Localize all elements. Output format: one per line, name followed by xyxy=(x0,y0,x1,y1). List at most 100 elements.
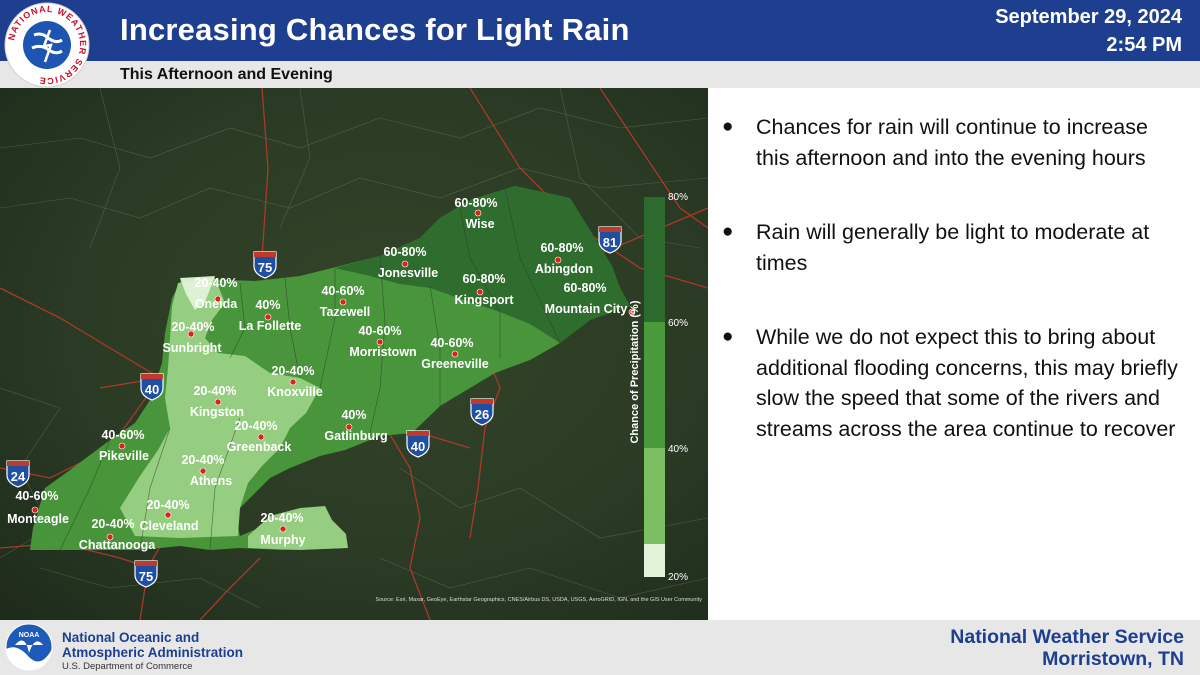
svg-text:Sunbright: Sunbright xyxy=(162,341,222,355)
bullet-item: ● While we do not expect this to bring a… xyxy=(722,322,1184,444)
svg-text:Chattanooga: Chattanooga xyxy=(79,538,156,552)
svg-text:60-80%: 60-80% xyxy=(454,196,497,210)
svg-text:40: 40 xyxy=(411,439,425,454)
bullet-marker: ● xyxy=(722,326,734,347)
svg-text:NOAA: NOAA xyxy=(19,632,40,639)
location-mountain-city: 60-80% Mountain City xyxy=(545,281,636,316)
location-kingston: 20-40% Kingston xyxy=(190,384,244,419)
svg-text:Oneida: Oneida xyxy=(195,297,238,311)
location-greeneville: 40-60% Greeneville xyxy=(421,336,488,371)
legend-tick-20: 20% xyxy=(668,572,688,583)
location-murphy: 20-40% Murphy xyxy=(260,511,305,547)
legend-bin-below-20 xyxy=(644,544,665,577)
svg-text:40-60%: 40-60% xyxy=(101,428,144,442)
svg-text:20-40%: 20-40% xyxy=(271,364,314,378)
noaa-logo: NOAA xyxy=(5,623,53,671)
location-gatlinburg: 40% Gatlinburg xyxy=(324,408,387,443)
svg-text:Gatlinburg: Gatlinburg xyxy=(324,429,387,443)
noaa-department: U.S. Department of Commerce xyxy=(62,661,193,672)
svg-text:75: 75 xyxy=(258,260,272,275)
legend-bin-20-40 xyxy=(644,448,665,544)
location-morristown: 40-60% Morristown xyxy=(349,324,416,359)
location-abingdon: 60-80% Abingdon xyxy=(535,241,593,276)
interstate-40-west-shield: 40 xyxy=(140,373,164,401)
bullet-marker: ● xyxy=(722,221,734,242)
location-oneida: 20-40% Oneida xyxy=(194,276,238,311)
map-svg: 75 81 40 26 40 xyxy=(0,87,709,621)
noaa-name-line-2: Atmospheric Administration xyxy=(62,645,244,660)
zone-county-lines xyxy=(59,187,561,551)
svg-text:26: 26 xyxy=(475,407,489,422)
svg-text:Pikeville: Pikeville xyxy=(99,449,149,463)
svg-text:Kingston: Kingston xyxy=(190,405,244,419)
bullet-item: ● Chances for rain will continue to incr… xyxy=(722,112,1184,173)
legend-tick-60: 60% xyxy=(668,318,688,329)
svg-text:40-60%: 40-60% xyxy=(358,324,401,338)
zone-20-40 xyxy=(120,278,320,538)
svg-text:20-40%: 20-40% xyxy=(260,511,303,525)
precip-legend: 80% 60% 40% 20% Chance of Precipitation … xyxy=(629,192,688,583)
interstate-shields: 75 81 40 26 40 xyxy=(6,226,622,588)
location-wise: 60-80% Wise xyxy=(454,196,497,231)
svg-text:20-40%: 20-40% xyxy=(91,517,134,531)
svg-text:Jonesville: Jonesville xyxy=(378,266,438,280)
header-bar xyxy=(0,0,1200,61)
bullet-text: Rain will generally be light to moderate… xyxy=(756,220,1150,275)
svg-text:20-40%: 20-40% xyxy=(171,320,214,334)
svg-text:20-40%: 20-40% xyxy=(234,419,277,433)
svg-text:20-40%: 20-40% xyxy=(194,276,237,290)
location-kingsport: 60-80% Kingsport xyxy=(454,272,514,307)
office-line-1: National Weather Service xyxy=(950,626,1184,648)
svg-text:60-80%: 60-80% xyxy=(462,272,505,286)
subheader-bar xyxy=(0,61,1200,88)
svg-text:81: 81 xyxy=(603,235,617,250)
interstate-26-shield: 26 xyxy=(470,398,494,426)
interstate-81-shield: 81 xyxy=(598,226,622,254)
svg-text:40%: 40% xyxy=(255,298,280,312)
svg-text:La Follette: La Follette xyxy=(239,319,302,333)
svg-text:Murphy: Murphy xyxy=(260,533,305,547)
legend-tick-40: 40% xyxy=(668,444,688,455)
svg-text:20-40%: 20-40% xyxy=(146,498,189,512)
legend-bin-60-80 xyxy=(644,197,665,322)
county-borders xyxy=(0,87,709,609)
svg-text:60-80%: 60-80% xyxy=(383,245,426,259)
svg-text:40-60%: 40-60% xyxy=(15,489,58,503)
svg-text:Monteagle: Monteagle xyxy=(7,512,69,526)
noaa-name-line-1: National Oceanic and xyxy=(62,630,200,645)
office-line-2: Morristown, TN xyxy=(1042,648,1184,670)
svg-text:60-80%: 60-80% xyxy=(540,241,583,255)
svg-text:Morristown: Morristown xyxy=(349,345,416,359)
svg-text:Mountain City: Mountain City xyxy=(545,302,628,316)
svg-text:40: 40 xyxy=(145,382,159,397)
bullet-marker: ● xyxy=(722,116,734,137)
interstate-40-east-shield: 40 xyxy=(406,430,430,458)
interstate-75-south-shield: 75 xyxy=(134,560,158,588)
location-tazewell: 40-60% Tazewell xyxy=(320,284,370,319)
footer-bar xyxy=(0,620,1200,675)
svg-text:60-80%: 60-80% xyxy=(563,281,606,295)
location-cleveland: 20-40% Cleveland xyxy=(139,498,198,533)
svg-text:Knoxville: Knoxville xyxy=(267,385,323,399)
location-monteagle: 40-60% Monteagle xyxy=(7,489,69,526)
svg-text:40-60%: 40-60% xyxy=(321,284,364,298)
bullet-text: While we do not expect this to bring abo… xyxy=(756,325,1178,441)
interstate-75-north-shield: 75 xyxy=(253,251,277,279)
svg-text:Abingdon: Abingdon xyxy=(535,262,593,276)
svg-text:Kingsport: Kingsport xyxy=(454,293,514,307)
precip-shading xyxy=(30,186,630,550)
location-sunbright: 20-40% Sunbright xyxy=(162,320,222,355)
svg-text:20-40%: 20-40% xyxy=(193,384,236,398)
location-pikeville: 40-60% Pikeville xyxy=(99,428,149,463)
svg-text:40%: 40% xyxy=(341,408,366,422)
legend-tick-80: 80% xyxy=(668,192,688,203)
page-title: Increasing Chances for Light Rain xyxy=(120,12,630,47)
zone-20-40-murphy xyxy=(248,506,348,550)
bullet-item: ● Rain will generally be light to modera… xyxy=(722,217,1184,278)
location-greenback: 20-40% Greenback xyxy=(227,419,292,454)
nws-logo: NATIONAL WEATHER SERVICE xyxy=(4,2,90,88)
precip-map: 75 81 40 26 40 xyxy=(0,87,709,621)
location-knoxville: 20-40% Knoxville xyxy=(267,364,323,399)
location-la-follette: 40% La Follette xyxy=(239,298,302,333)
noaa-name: National Oceanic and Atmospheric Adminis… xyxy=(62,630,243,660)
